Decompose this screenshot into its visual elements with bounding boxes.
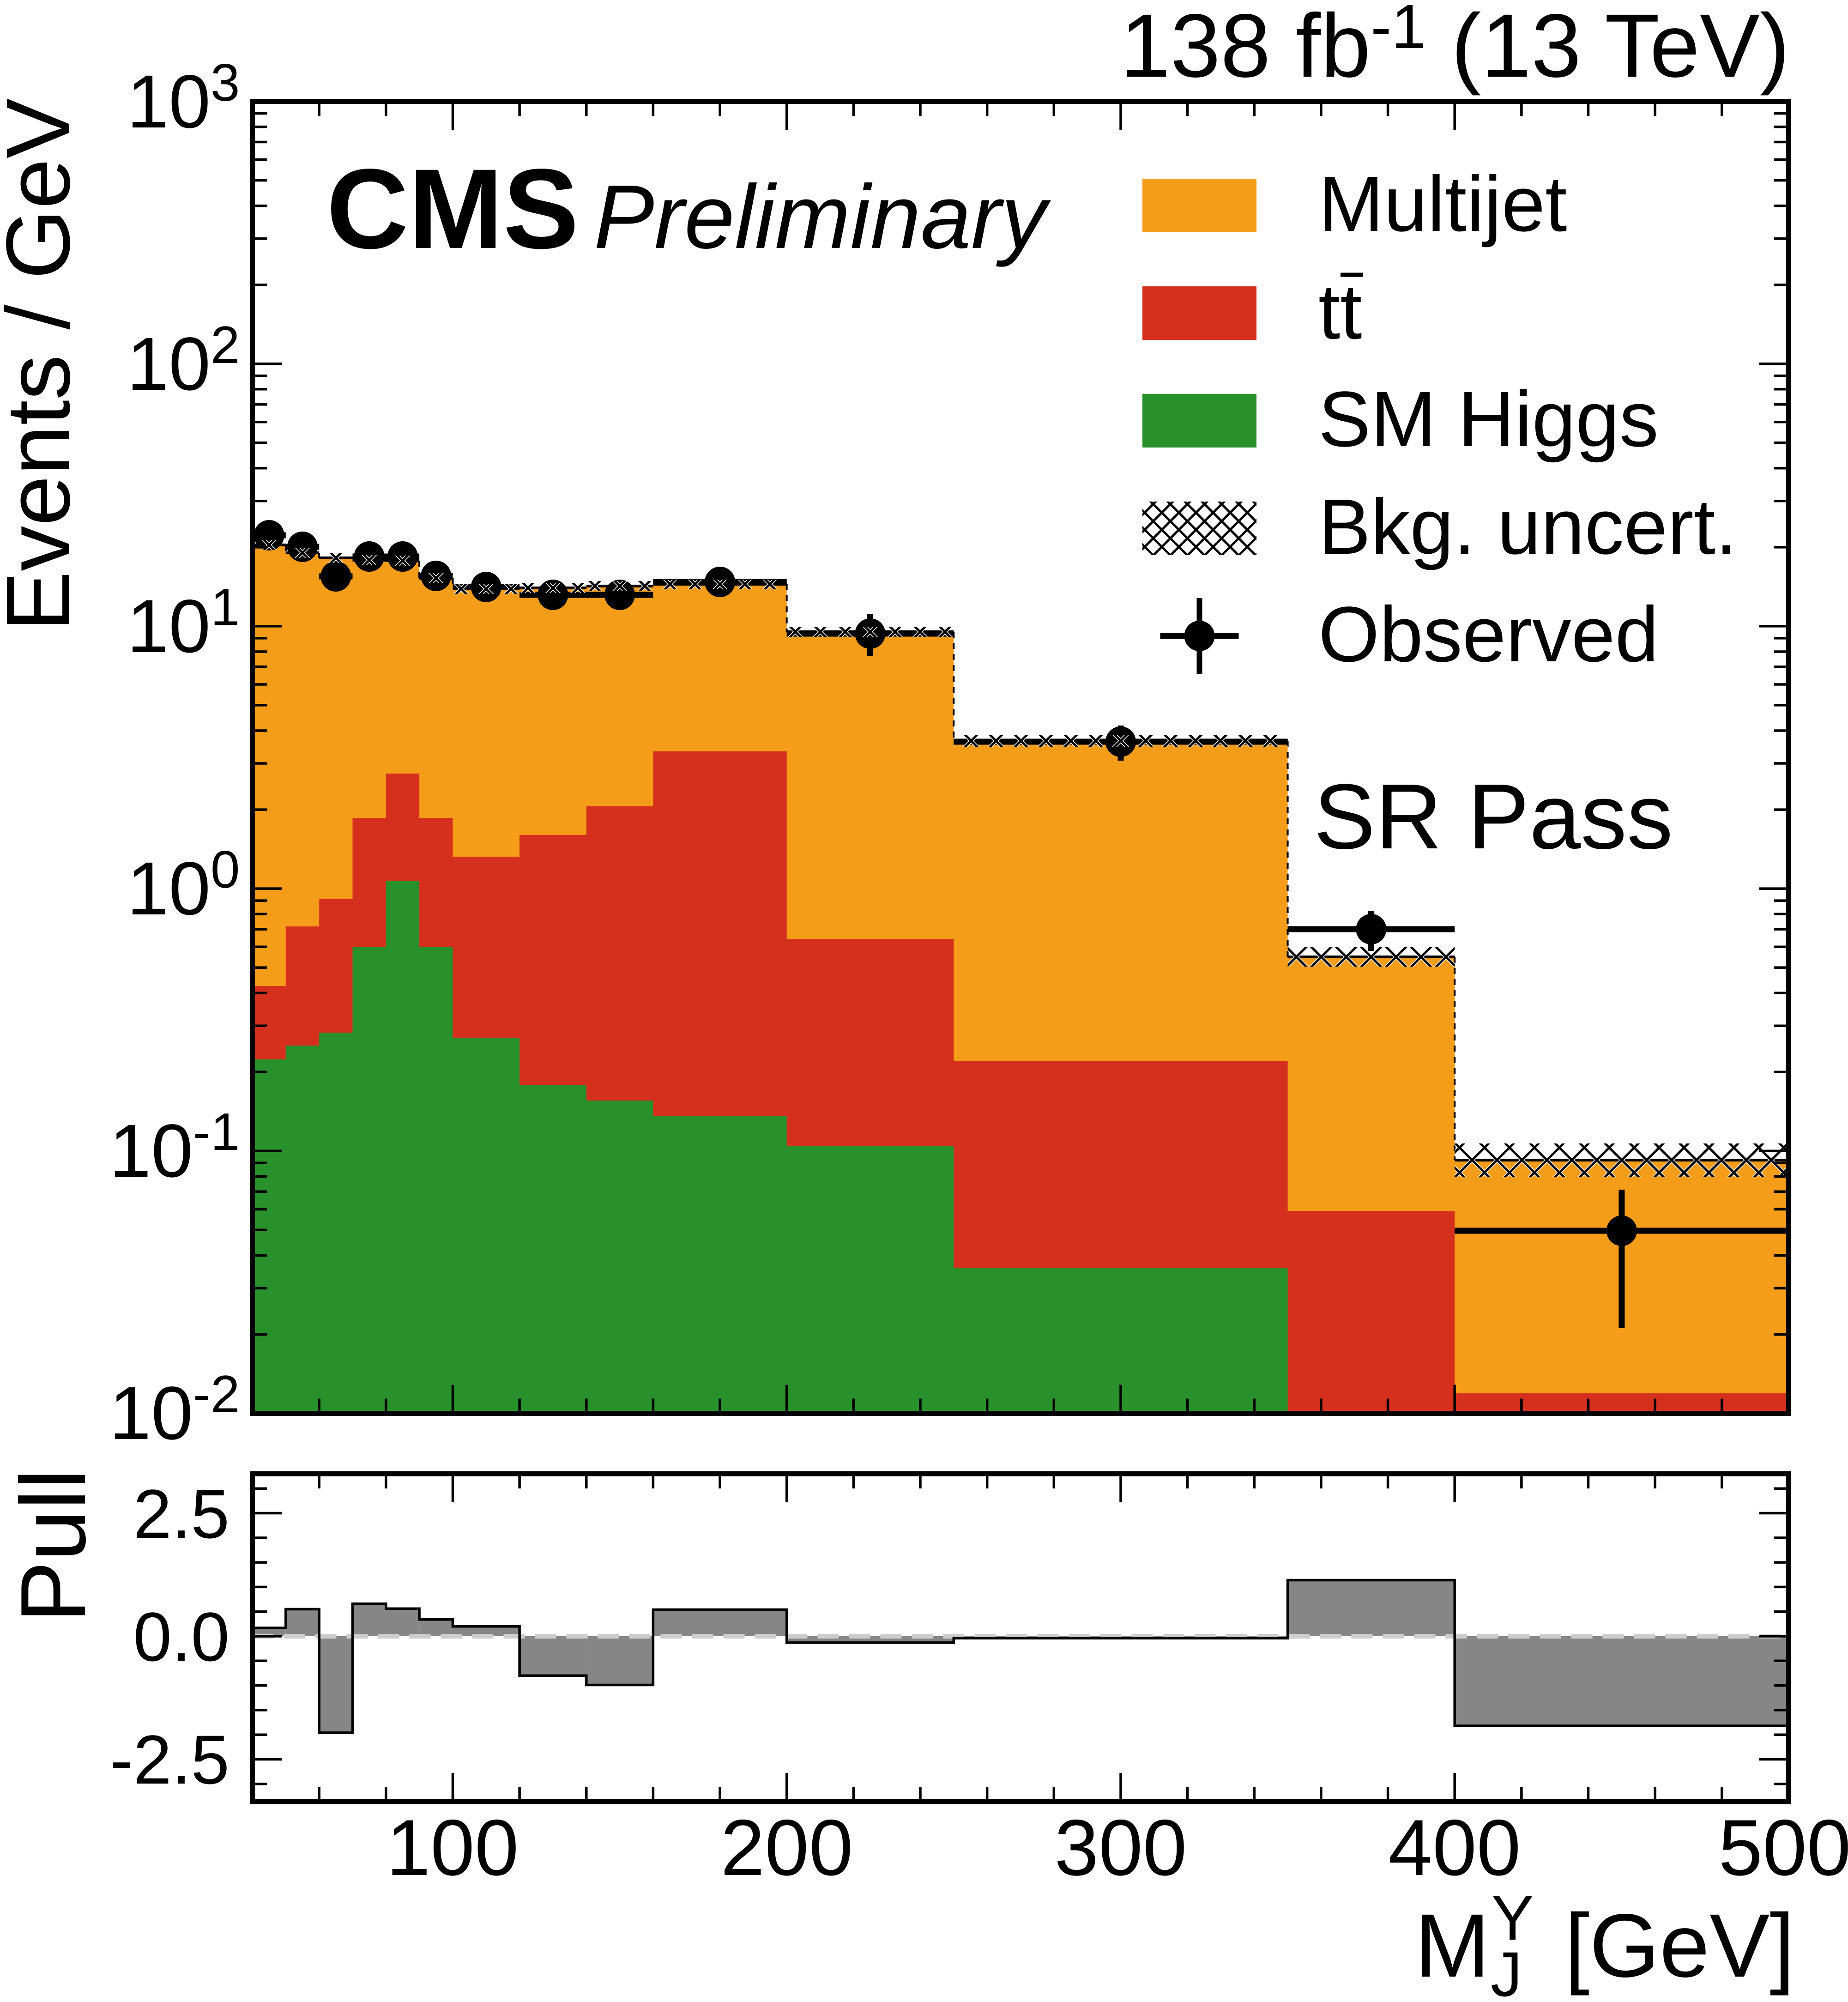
- svg-text:Preliminary: Preliminary: [594, 166, 1051, 267]
- svg-text:-1: -1: [193, 1103, 240, 1161]
- svg-text:SM Higgs: SM Higgs: [1318, 375, 1659, 463]
- svg-text:SR Pass: SR Pass: [1314, 765, 1673, 868]
- svg-text:2.5: 2.5: [133, 1475, 229, 1553]
- svg-text:400: 400: [1389, 1803, 1521, 1892]
- svg-text:CMS: CMS: [326, 145, 579, 272]
- svg-text:0: 0: [211, 841, 240, 899]
- svg-text:10: 10: [127, 846, 211, 931]
- svg-text:500: 500: [1719, 1803, 1848, 1892]
- svg-text:100: 100: [387, 1803, 519, 1892]
- svg-text:300: 300: [1055, 1803, 1187, 1892]
- svg-text:10: 10: [127, 584, 211, 668]
- svg-text:Pull: Pull: [2, 1469, 105, 1623]
- svg-text:138 fb-1 (13 TeV): 138 fb-1 (13 TeV): [1120, 0, 1790, 96]
- svg-text:J: J: [1491, 1939, 1522, 2002]
- svg-text:Multijet: Multijet: [1318, 160, 1567, 248]
- svg-text:1: 1: [211, 578, 240, 637]
- svg-text:10: 10: [127, 321, 211, 406]
- svg-text:10: 10: [109, 1108, 193, 1193]
- svg-text:3: 3: [211, 54, 240, 112]
- svg-text:M: M: [1415, 1895, 1490, 1996]
- svg-text:Observed: Observed: [1318, 591, 1659, 678]
- svg-text:Events / GeV: Events / GeV: [0, 98, 89, 632]
- svg-text:tt: tt: [1318, 268, 1362, 356]
- svg-text:200: 200: [721, 1803, 853, 1892]
- svg-text:Y: Y: [1492, 1883, 1534, 1954]
- svg-text:Bkg. uncert.: Bkg. uncert.: [1318, 483, 1737, 571]
- svg-text:-2.5: -2.5: [110, 1721, 229, 1798]
- svg-text:-2: -2: [193, 1365, 240, 1424]
- svg-text:10: 10: [109, 1371, 193, 1455]
- svg-text:0.0: 0.0: [133, 1598, 229, 1675]
- svg-text:10: 10: [127, 59, 211, 144]
- svg-text:2: 2: [211, 316, 240, 375]
- svg-text:[GeV]: [GeV]: [1564, 1895, 1795, 1996]
